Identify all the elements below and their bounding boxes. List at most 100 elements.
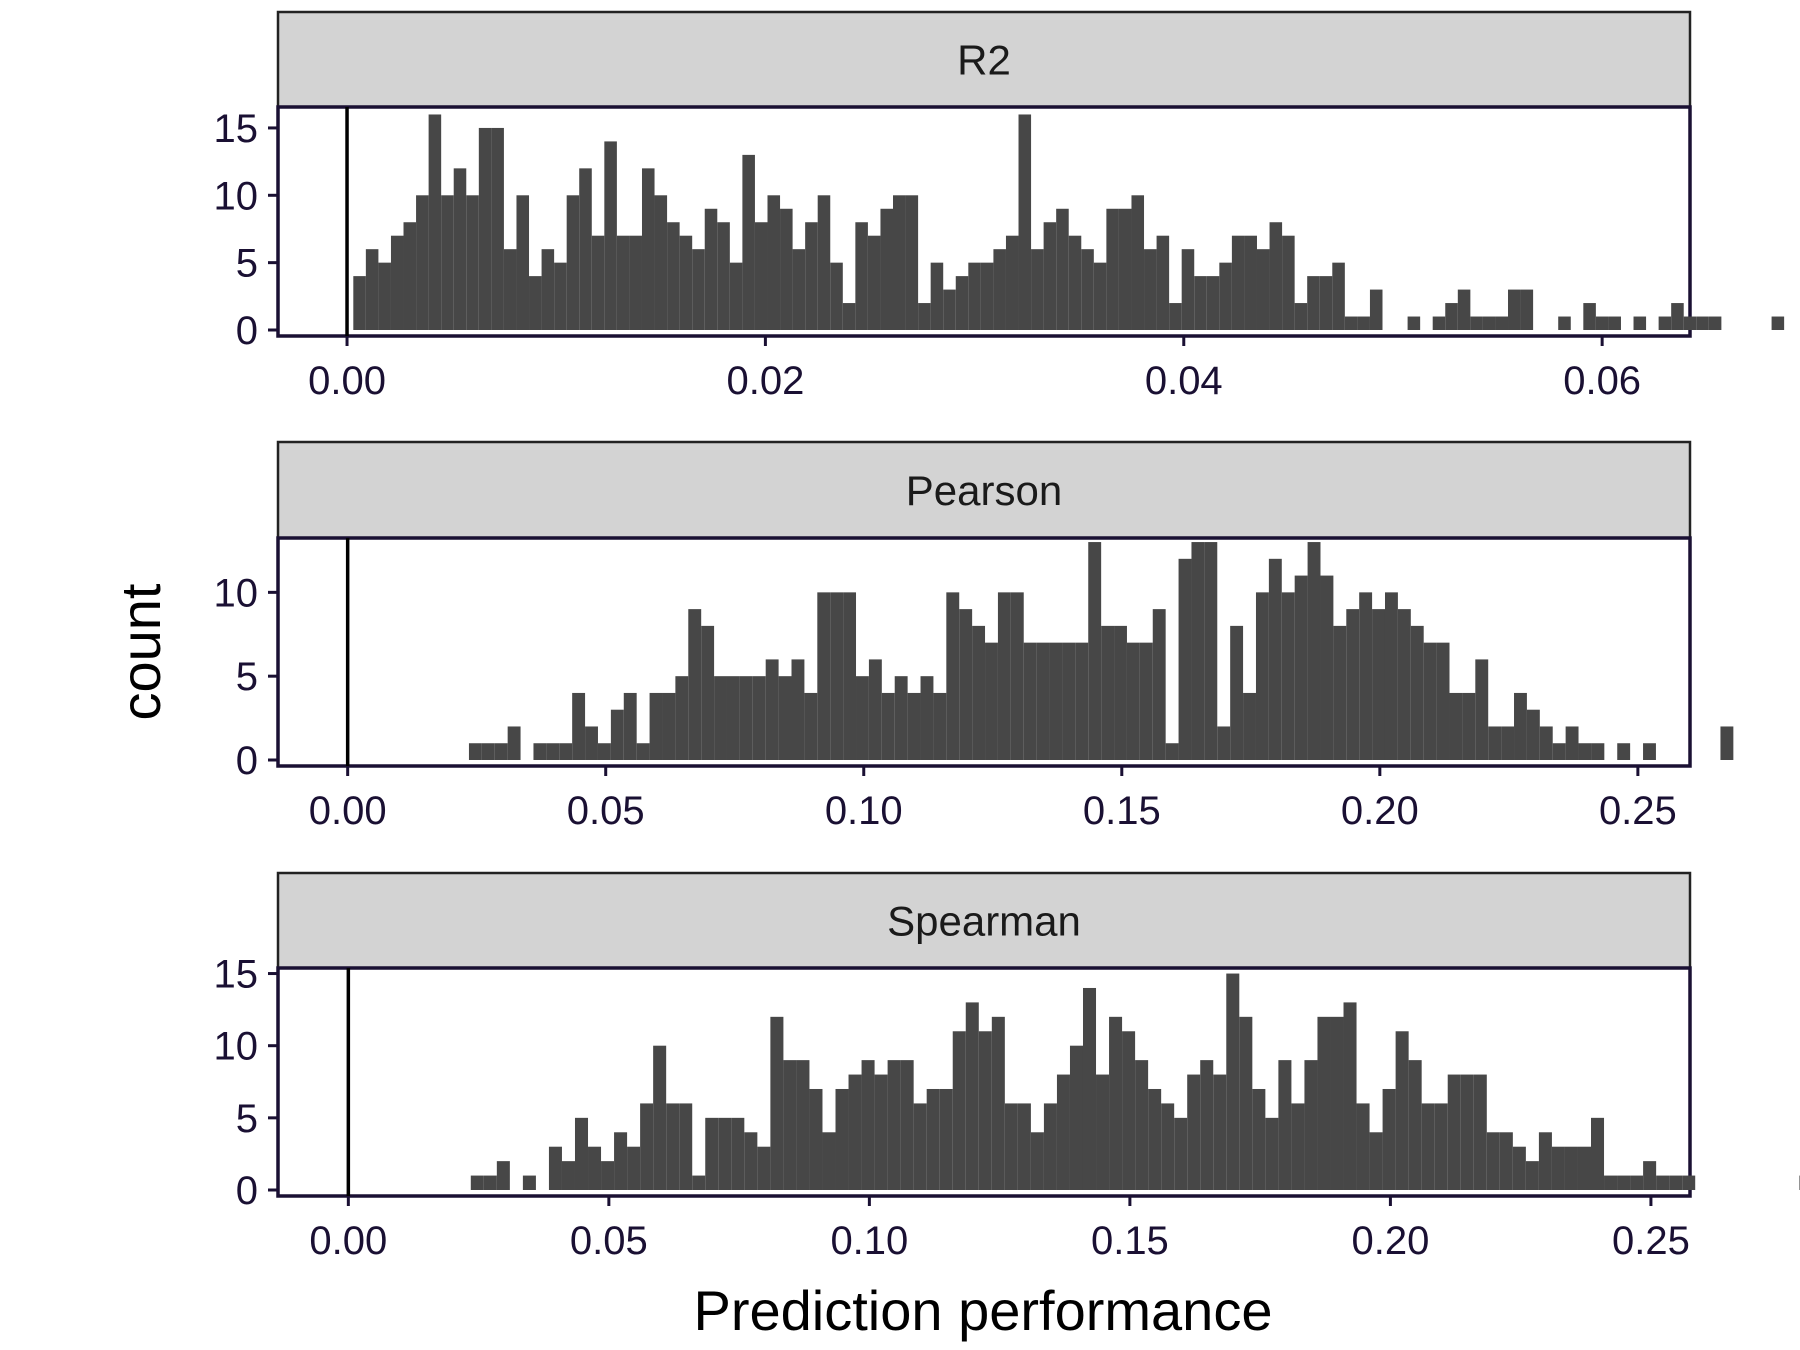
histogram-bar xyxy=(1169,303,1182,330)
histogram-bar xyxy=(1005,235,1019,330)
histogram-bar xyxy=(1432,316,1446,330)
histogram-bar xyxy=(1501,726,1515,760)
histogram-bar xyxy=(1332,262,1345,330)
histogram-bar xyxy=(1330,1016,1344,1190)
histogram-bar xyxy=(943,289,956,330)
histogram-bar xyxy=(1049,642,1063,760)
histogram-bar xyxy=(1410,625,1424,760)
histogram-bar xyxy=(1633,316,1647,330)
histogram-bar xyxy=(893,195,906,330)
histogram-bar xyxy=(822,1132,836,1190)
histogram-bar xyxy=(817,195,831,330)
histogram-bar xyxy=(1436,642,1450,760)
y-tick-label: 0 xyxy=(236,739,258,783)
histogram-bar xyxy=(610,709,624,760)
panel-1: Pearson 0 5 10 0.00 0.05 0.10 0.15 0.20 0.25 xyxy=(214,440,1734,833)
histogram-bar xyxy=(679,235,693,330)
histogram-bar xyxy=(1156,235,1170,330)
histogram-bar xyxy=(1421,1103,1435,1190)
histogram-bar xyxy=(1578,743,1592,760)
histogram-bar xyxy=(378,262,391,330)
histogram-bar xyxy=(993,249,1006,330)
histogram-bar xyxy=(955,276,969,330)
histogram-bar xyxy=(1062,642,1076,760)
histogram-bar xyxy=(1088,542,1102,760)
histogram-bar xyxy=(1023,642,1037,760)
histogram-bar xyxy=(1346,609,1360,760)
y-tick-label: 5 xyxy=(236,655,258,699)
histogram-bar xyxy=(809,1088,823,1190)
histogram-bar xyxy=(1144,249,1157,330)
histogram-bar xyxy=(1118,208,1132,330)
histogram-bar xyxy=(726,676,740,760)
histogram-bar xyxy=(1617,1175,1631,1190)
histogram-bar xyxy=(765,659,779,760)
histogram-bar xyxy=(627,1146,641,1190)
histogram-bar xyxy=(805,222,818,330)
histogram-bar xyxy=(548,1146,562,1190)
histogram-bar xyxy=(468,743,482,760)
histogram-bar xyxy=(1683,316,1697,330)
y-axis-title: count xyxy=(109,583,172,720)
histogram-bar xyxy=(991,1016,1005,1190)
histogram-bar xyxy=(453,168,467,330)
histogram-bar xyxy=(1434,1103,1448,1190)
histogram-bar xyxy=(416,195,429,330)
histogram-bar xyxy=(629,235,642,330)
histogram-bar xyxy=(1462,692,1476,760)
histogram-bar xyxy=(579,168,592,330)
histogram-bar xyxy=(1217,726,1231,760)
histogram-bar xyxy=(1278,1060,1292,1190)
histogram-bar xyxy=(965,1002,979,1190)
histogram-bar xyxy=(780,208,793,330)
histogram-bar xyxy=(1565,726,1579,760)
histogram-bar xyxy=(353,276,366,330)
histogram-bar xyxy=(767,195,781,330)
histogram-bar xyxy=(1307,276,1320,330)
histogram-bar xyxy=(985,642,998,760)
histogram-bar xyxy=(1495,316,1509,330)
histogram-bar xyxy=(1558,316,1571,330)
histogram-bar xyxy=(1583,303,1596,330)
panels-group: R2 0 5 10 15 0.00 0.02 0.04 0.06 Pearson 0 5 10 0.00 0… xyxy=(214,10,1800,1263)
y-tick-label: 0 xyxy=(236,309,258,353)
x-tick-label: 0.25 xyxy=(1612,1219,1690,1263)
histogram-bar xyxy=(1320,575,1334,760)
histogram-bar xyxy=(939,1088,953,1190)
histogram-bar xyxy=(1230,625,1244,760)
histogram-bar xyxy=(1294,575,1308,760)
x-tick-label: 0.05 xyxy=(567,789,645,833)
histogram-bar xyxy=(856,676,869,760)
histogram-bar xyxy=(1317,1016,1331,1190)
histogram-bar xyxy=(952,1031,966,1190)
histogram-bar xyxy=(470,1175,484,1190)
histogram-bar xyxy=(1630,1175,1644,1190)
histogram-bar xyxy=(757,1146,771,1190)
histogram-bar xyxy=(662,692,676,760)
histogram-bar xyxy=(835,1088,849,1190)
histogram-bar xyxy=(1017,1103,1031,1190)
histogram-bar xyxy=(1520,289,1534,330)
histogram-bar xyxy=(1056,1074,1070,1190)
panel-0: R2 0 5 10 15 0.00 0.02 0.04 0.06 xyxy=(214,10,1785,403)
histogram-bar xyxy=(1109,1016,1123,1190)
histogram-bar xyxy=(1470,316,1483,330)
histogram-bar xyxy=(830,262,843,330)
histogram-bar xyxy=(1122,1031,1136,1190)
histogram-bar xyxy=(770,1016,784,1190)
x-tick-label: 0.10 xyxy=(830,1219,908,1263)
y-tick-label: 10 xyxy=(214,174,259,218)
histogram-bar xyxy=(559,743,573,760)
histogram-bar xyxy=(796,1060,810,1190)
histogram-bar xyxy=(1010,592,1024,760)
histogram-bar xyxy=(1408,1060,1422,1190)
histogram-bar xyxy=(1069,1045,1083,1190)
histogram-bar xyxy=(1538,1132,1552,1190)
histogram-bar xyxy=(1281,592,1295,760)
histogram-bar xyxy=(591,235,605,330)
facet-strip xyxy=(276,10,1692,109)
histogram-bar xyxy=(804,692,818,760)
histogram-bar xyxy=(1139,642,1153,760)
histogram-bar xyxy=(1219,262,1232,330)
histogram-bar xyxy=(574,1117,589,1190)
